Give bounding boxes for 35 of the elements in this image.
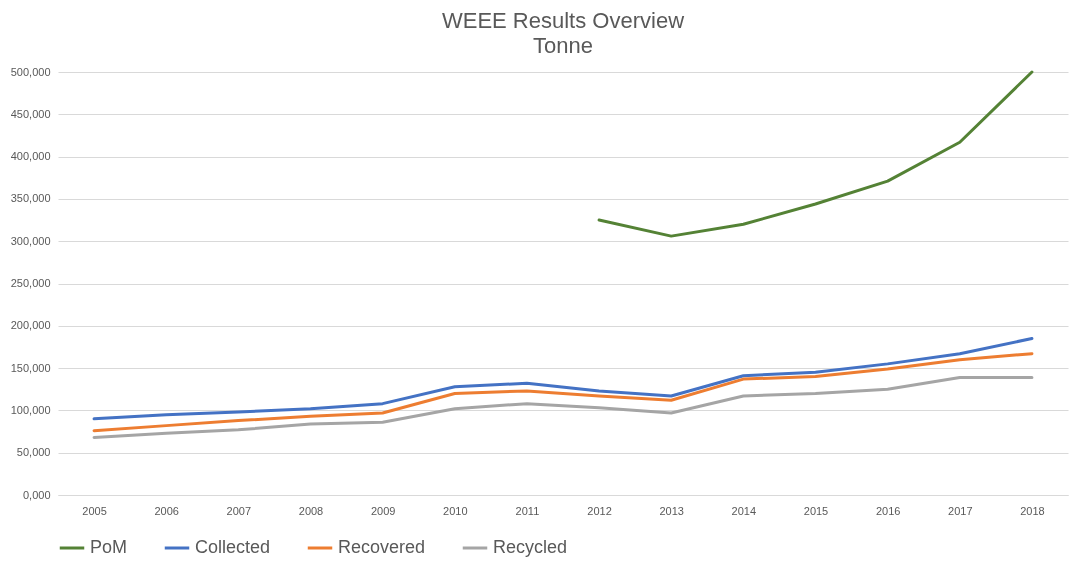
x-tick-label: 2014: [731, 504, 757, 517]
y-tick-label: 200,000: [10, 319, 51, 332]
legend-label: PoM: [90, 537, 128, 557]
y-tick-label: 350,000: [10, 192, 51, 205]
x-tick-label: 2005: [82, 504, 107, 517]
y-tick-label: 250,000: [10, 277, 51, 289]
y-tick-label: 50,000: [16, 446, 51, 459]
x-tick-label: 2009: [370, 504, 396, 517]
y-tick-label: 100,000: [10, 403, 51, 416]
x-tick-label: 2011: [515, 504, 540, 517]
y-tick-label: 400,000: [10, 150, 51, 163]
line-series: [92, 375, 1034, 439]
y-tick-label: 150,000: [10, 361, 51, 374]
legend-label: Recycled: [493, 537, 568, 557]
chart-title: WEEE Results Overview: [441, 8, 685, 33]
legend-label: Collected: [195, 537, 271, 557]
y-tick-label: 300,000: [10, 234, 51, 247]
x-tick-label: 2016: [875, 504, 901, 517]
x-tick-label: 2006: [154, 504, 179, 517]
line-series: [92, 336, 1034, 421]
x-tick-label: 2008: [298, 504, 324, 517]
x-tick-label: 2018: [1020, 504, 1045, 517]
chart-subtitle: Tonne: [533, 33, 593, 58]
y-tick-label: 500,000: [10, 65, 51, 78]
x-tick-label: 2012: [587, 504, 612, 517]
x-tick-label: 2017: [948, 504, 973, 517]
line-series: [92, 352, 1034, 433]
x-tick-label: 2013: [659, 504, 684, 517]
x-tick-label: 2010: [443, 504, 468, 517]
legend-label: Recovered: [338, 537, 426, 557]
y-tick-label: 450,000: [10, 107, 51, 120]
x-tick-label: 2015: [803, 504, 829, 517]
x-tick-label: 2007: [226, 504, 252, 517]
y-tick-label: 0,000: [22, 488, 51, 501]
line-series: [597, 70, 1034, 238]
